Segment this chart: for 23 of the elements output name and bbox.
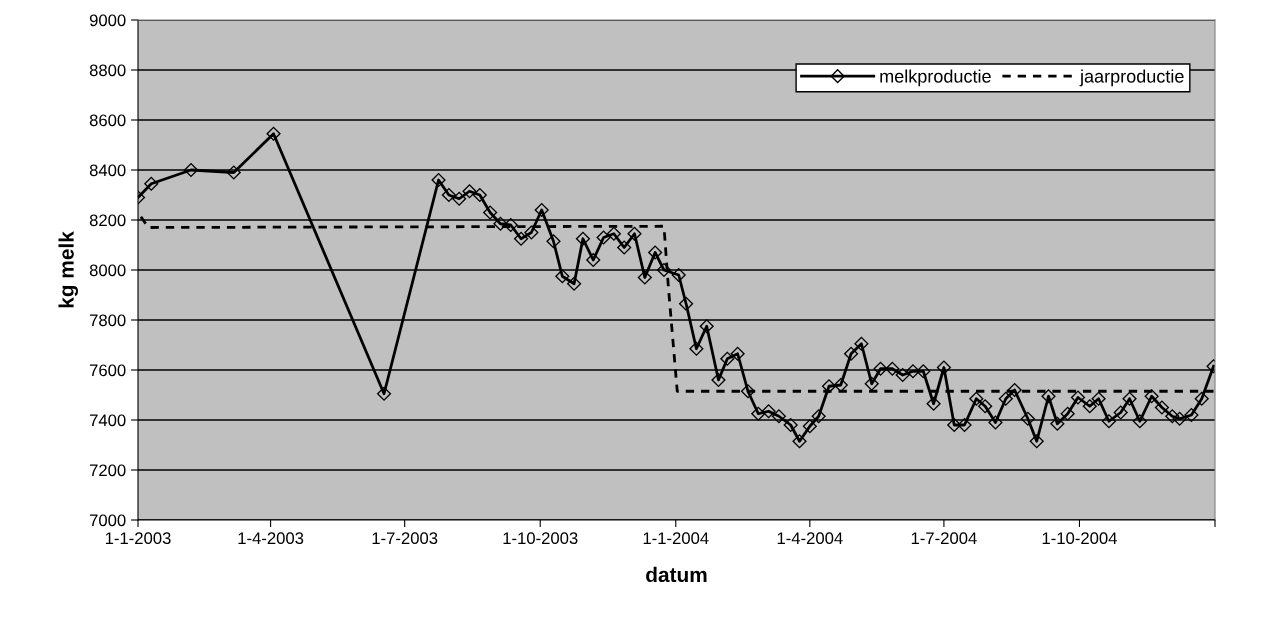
y-tick-label: 8800 [89, 64, 126, 77]
x-tick-label: 1-7-2004 [911, 532, 977, 545]
y-tick-label: 8400 [89, 164, 126, 177]
x-tick-label: 1-1-2004 [643, 532, 709, 545]
y-axis-title: kg melk [58, 231, 79, 308]
x-tick-label: 1-10-2003 [503, 532, 578, 545]
x-tick-label: 1-4-2004 [777, 532, 843, 545]
y-tick-label: 7800 [89, 314, 126, 327]
y-tick-label: 8000 [89, 264, 126, 277]
y-tick-label: 7600 [89, 364, 126, 377]
x-tick-label: 1-7-2003 [372, 532, 438, 545]
x-tick-label: 1-10-2004 [1042, 532, 1117, 545]
y-tick-label: 7400 [89, 414, 126, 427]
x-axis-title: datum [646, 566, 707, 583]
legend-label: jaarproductie [1079, 69, 1184, 87]
y-tick-label: 8600 [89, 114, 126, 127]
x-tick-label: 1-1-2003 [105, 532, 171, 545]
legend-label: melkproductie [880, 69, 991, 87]
x-tick-label: 1-4-2003 [238, 532, 304, 545]
y-tick-label: 9000 [89, 14, 126, 27]
y-tick-label: 7200 [89, 464, 126, 477]
y-tick-label: 8200 [89, 214, 126, 227]
y-tick-label: 7000 [89, 514, 126, 527]
